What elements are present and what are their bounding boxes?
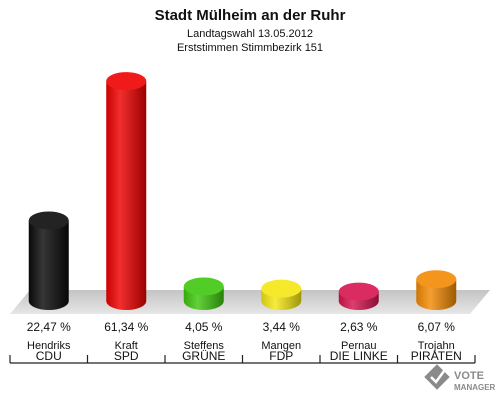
value-label: 6,07 % xyxy=(418,320,456,334)
watermark-line1: VOTE xyxy=(454,370,484,382)
bar-top xyxy=(338,282,379,301)
category-axis xyxy=(9,355,476,364)
bars-group xyxy=(28,72,457,311)
bar-spd xyxy=(106,72,147,311)
party-label: DIE LINKE xyxy=(330,349,388,363)
chart-title: Stadt Mülheim an der Ruhr xyxy=(155,7,346,24)
party-label: PIRATEN xyxy=(411,349,462,363)
bar-top xyxy=(183,277,224,296)
bar-die-linke xyxy=(338,282,379,311)
party-label: SPD xyxy=(114,349,139,363)
bar-grüne xyxy=(183,277,224,311)
value-label: 4,05 % xyxy=(185,320,223,334)
bar-top xyxy=(28,211,69,230)
bar-body xyxy=(28,220,69,311)
candidate-label: Kraft xyxy=(115,340,138,352)
candidate-label: Mangen xyxy=(261,340,301,352)
value-label: 3,44 % xyxy=(263,320,301,334)
candidate-label: Steffens xyxy=(184,340,225,352)
party-label: CDU xyxy=(36,349,62,363)
bar-top xyxy=(416,270,457,289)
bar-cdu xyxy=(28,211,69,311)
bar-body xyxy=(106,81,147,311)
chart-subtitle-date: Landtagswahl 13.05.2012 xyxy=(187,28,313,40)
bar-top xyxy=(106,72,147,91)
candidate-label: Hendriks xyxy=(27,340,71,352)
party-label: GRÜNE xyxy=(182,349,225,363)
party-label: FDP xyxy=(269,349,293,363)
value-label: 22,47 % xyxy=(27,320,71,334)
candidate-label: Pernau xyxy=(341,340,376,352)
chart-subtitle-district: Erststimmen Stimmbezirk 151 xyxy=(177,42,323,54)
value-label: 2,63 % xyxy=(340,320,378,334)
value-label: 61,34 % xyxy=(104,320,148,334)
watermark-line2: MANAGER xyxy=(454,383,496,392)
candidate-label: Trojahn xyxy=(418,340,455,352)
bar-piraten xyxy=(416,270,457,311)
bar-fdp xyxy=(261,279,302,311)
bar-top xyxy=(261,279,302,298)
checkmark-ballot-icon xyxy=(424,364,450,390)
vote-manager-logo: VOTE MANAGER xyxy=(424,364,496,392)
